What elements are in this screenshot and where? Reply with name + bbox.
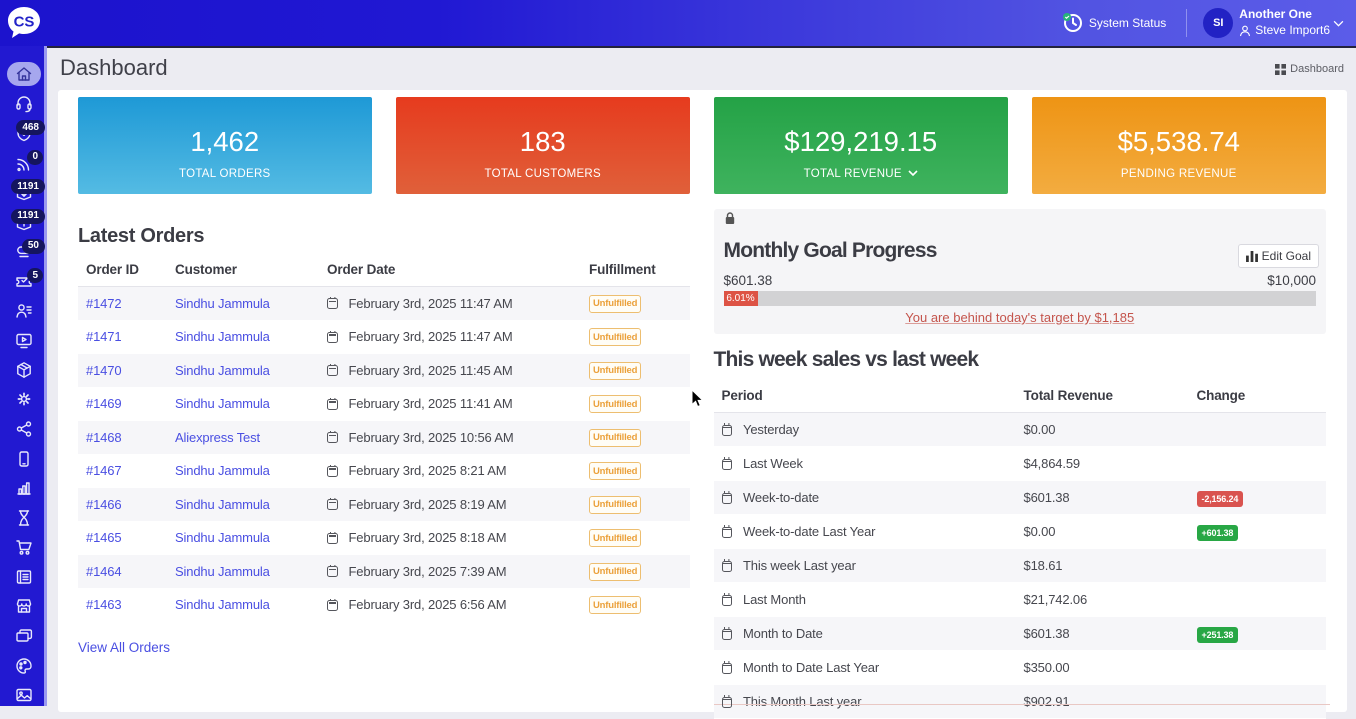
svg-text:CS: CS: [13, 14, 34, 31]
